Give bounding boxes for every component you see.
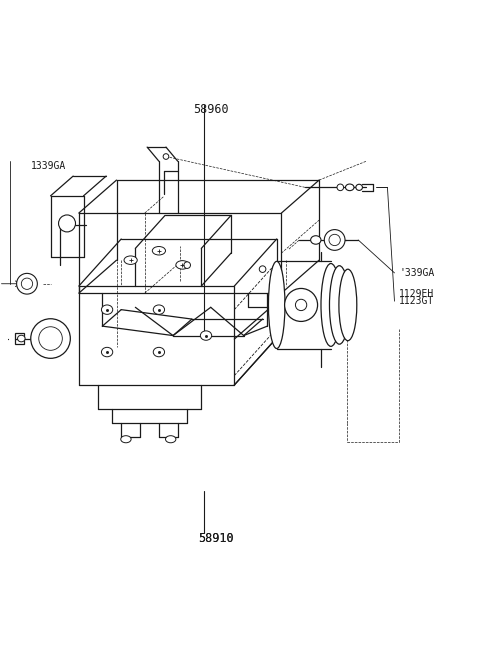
Ellipse shape bbox=[124, 256, 137, 264]
Ellipse shape bbox=[356, 184, 362, 191]
Text: 2: 2 bbox=[69, 219, 74, 228]
Text: 1123GT: 1123GT bbox=[399, 296, 434, 306]
Ellipse shape bbox=[200, 331, 212, 340]
Ellipse shape bbox=[329, 265, 349, 344]
Bar bbox=[15, 333, 24, 344]
Circle shape bbox=[329, 235, 340, 246]
Ellipse shape bbox=[321, 263, 341, 346]
Ellipse shape bbox=[18, 335, 25, 342]
Text: 58910: 58910 bbox=[198, 532, 233, 545]
Text: 1129EH: 1129EH bbox=[399, 288, 434, 299]
Ellipse shape bbox=[311, 236, 321, 244]
Circle shape bbox=[285, 288, 318, 321]
Circle shape bbox=[295, 300, 307, 311]
Circle shape bbox=[337, 184, 344, 191]
Ellipse shape bbox=[176, 261, 189, 269]
Ellipse shape bbox=[153, 348, 165, 357]
Circle shape bbox=[21, 278, 33, 289]
Ellipse shape bbox=[268, 261, 285, 348]
Text: 58910: 58910 bbox=[198, 532, 233, 545]
Ellipse shape bbox=[101, 348, 113, 357]
Circle shape bbox=[39, 327, 62, 350]
Ellipse shape bbox=[121, 436, 131, 443]
Circle shape bbox=[259, 266, 266, 273]
Ellipse shape bbox=[166, 436, 176, 443]
Ellipse shape bbox=[101, 305, 113, 314]
Ellipse shape bbox=[346, 184, 354, 191]
Ellipse shape bbox=[339, 269, 357, 341]
Circle shape bbox=[163, 154, 169, 160]
Text: '339GA: '339GA bbox=[399, 268, 434, 278]
Text: 1339GA: 1339GA bbox=[31, 161, 66, 171]
Ellipse shape bbox=[153, 305, 165, 314]
Circle shape bbox=[324, 229, 345, 250]
Circle shape bbox=[17, 273, 37, 294]
Circle shape bbox=[184, 262, 191, 269]
Circle shape bbox=[31, 319, 71, 358]
Text: 58960: 58960 bbox=[193, 103, 228, 116]
Circle shape bbox=[59, 215, 75, 232]
Ellipse shape bbox=[152, 246, 166, 255]
